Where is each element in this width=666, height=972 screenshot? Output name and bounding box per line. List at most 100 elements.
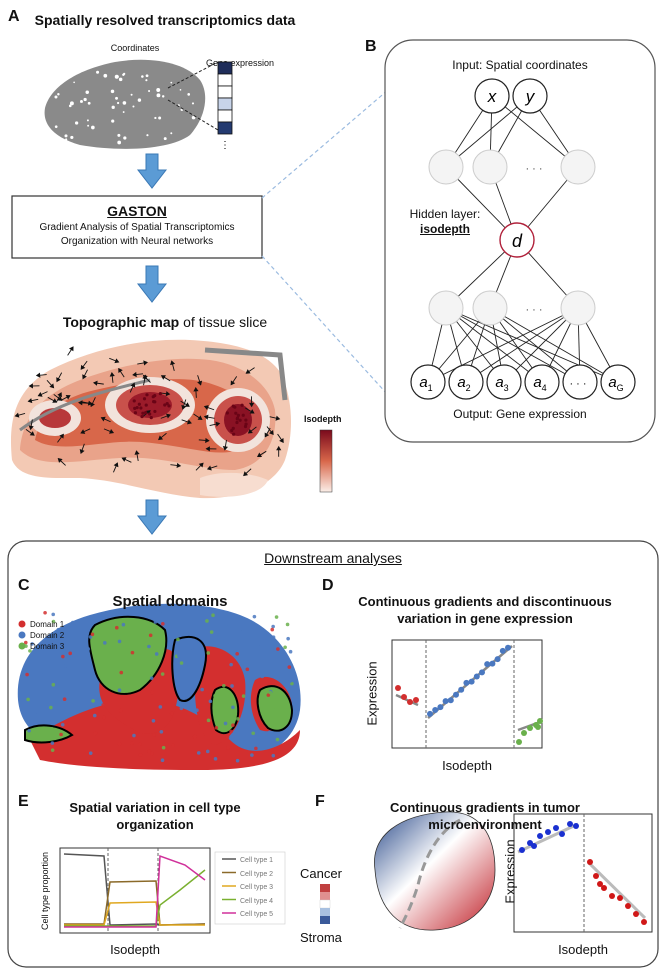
- spot: [276, 647, 280, 651]
- gradient-arrow: [80, 428, 91, 434]
- spot: [130, 650, 135, 655]
- spot: [101, 703, 106, 707]
- gradient-arrow: [203, 405, 215, 411]
- spot: [28, 649, 32, 653]
- network-edge: [489, 307, 619, 383]
- network-edge: [427, 307, 579, 383]
- arrow-down-2: [136, 265, 168, 303]
- downstream-title: Downstream analyses: [264, 550, 402, 566]
- tissue-gap: [83, 97, 87, 102]
- point-domain2: [473, 673, 480, 680]
- spot: [282, 676, 287, 681]
- tissue-gap: [80, 99, 83, 103]
- spot: [88, 635, 93, 639]
- legend-domain2: Domain 2: [30, 631, 65, 640]
- cancer-label: Cancer: [300, 866, 342, 881]
- hidden-node: [560, 149, 596, 185]
- gradient-arrow: [109, 372, 115, 383]
- spot: [118, 708, 123, 713]
- gradient-arrow: [197, 375, 203, 386]
- output-node: [448, 364, 484, 400]
- arrow-down-1: [136, 153, 168, 189]
- tissue-gap: [191, 102, 195, 105]
- input-node-label: y: [525, 87, 536, 106]
- spot: [49, 727, 54, 731]
- tumor-region: [374, 811, 496, 931]
- tissue-gap: [122, 73, 125, 77]
- spot: [56, 627, 61, 632]
- spot: [88, 751, 93, 755]
- map-title-bold: Topographic map: [62, 314, 180, 330]
- tissue-gap: [156, 93, 161, 98]
- spot: [288, 679, 292, 684]
- gradient-arrow: [181, 399, 187, 410]
- panel-d-title-1: Continuous gradients and discontinuous: [358, 594, 612, 609]
- spot: [130, 741, 134, 745]
- point-cancer: [633, 911, 639, 917]
- spot: [229, 729, 233, 734]
- connector-bottom: [261, 255, 389, 396]
- spot: [48, 698, 53, 703]
- spot: [117, 742, 122, 746]
- hidden-ellipsis: · · ·: [525, 163, 542, 175]
- spot: [274, 705, 278, 710]
- tissue-gap: [132, 105, 135, 108]
- spot: [102, 715, 106, 720]
- point-domain1: [401, 694, 407, 700]
- tissue-gap: [179, 89, 182, 91]
- spot: [213, 757, 218, 761]
- legend-cell-type-2: Cell type 2: [240, 870, 274, 878]
- panel-a-title: Spatially resolved transcriptomics data: [34, 12, 296, 28]
- spot: [206, 651, 211, 655]
- isodepth-spot: [148, 412, 152, 416]
- gradient-arrow: [46, 379, 55, 389]
- isodepth-spot: [243, 424, 248, 429]
- coordinates-label: Coordinates: [110, 43, 160, 53]
- network-edge: [445, 307, 543, 383]
- point-cancer: [597, 881, 603, 887]
- spot: [267, 730, 272, 734]
- spot: [205, 619, 209, 623]
- spot: [222, 683, 226, 688]
- input-label: Input: Spatial coordinates: [452, 58, 588, 72]
- legend-cell-type-3: Cell type 3: [240, 884, 274, 891]
- gradient-arrow: [35, 372, 47, 378]
- spot: [200, 687, 204, 692]
- gradient-arrow: [193, 387, 199, 398]
- tissue-gap: [68, 104, 72, 108]
- gene-expression-label: Gene expression: [205, 58, 275, 68]
- legend-cell-type-1: Cell type 1: [240, 857, 274, 864]
- map-title-rest: of tissue slice: [179, 314, 268, 330]
- tissue-gap: [161, 95, 165, 98]
- gradient-arrow: [142, 374, 148, 386]
- spot: [117, 688, 122, 693]
- spot: [288, 649, 293, 654]
- gradient-arrow: [79, 443, 85, 455]
- gradient-arrow: [193, 413, 203, 420]
- panel-b-letter: B: [365, 38, 377, 55]
- panel-e-plot-area: [59, 847, 211, 934]
- isodepth-spot: [225, 411, 229, 415]
- spot: [191, 648, 195, 652]
- tissue-gap: [118, 77, 123, 82]
- point-domain3: [521, 730, 527, 736]
- panel-f-plot-area: [513, 813, 653, 933]
- point-stroma: [567, 821, 573, 827]
- output-node-label: · · ·: [569, 378, 586, 390]
- point-domain2: [453, 691, 459, 698]
- gradient-arrow: [67, 346, 74, 356]
- gradient-arrow: [47, 396, 58, 403]
- legend-domain1: Domain 1: [30, 620, 65, 629]
- coordinates-tissue: [44, 59, 206, 149]
- isodepth-spot: [235, 420, 239, 425]
- point-domain2: [463, 679, 470, 686]
- tissue-gap: [103, 73, 108, 78]
- spot: [214, 726, 219, 730]
- spot: [251, 731, 255, 736]
- spot: [290, 681, 294, 686]
- gaston-title: GASTON: [107, 203, 167, 219]
- tissue-gap: [65, 138, 68, 141]
- spot: [60, 722, 65, 727]
- spot: [211, 613, 215, 618]
